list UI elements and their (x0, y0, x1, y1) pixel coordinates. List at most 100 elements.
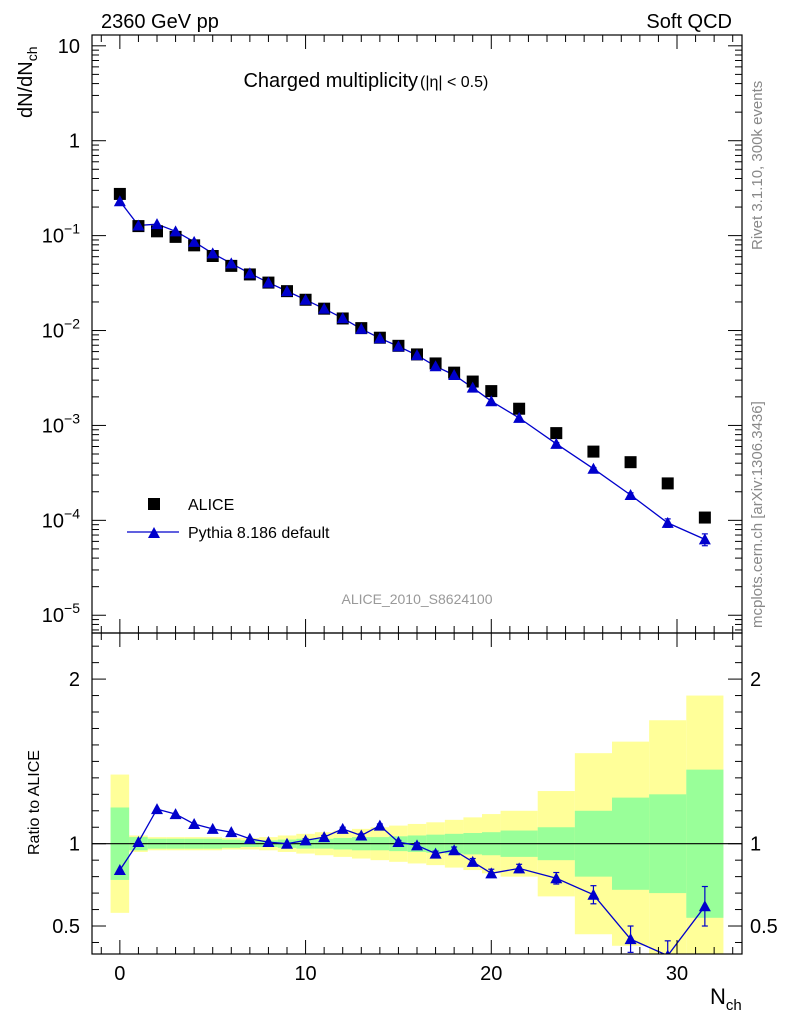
main-y-tick-label-exp: −2 (64, 316, 80, 332)
header-right-label: Soft QCD (646, 11, 732, 33)
ratio-mc-point (206, 822, 219, 834)
ratio-mc-point (299, 834, 312, 846)
main-y-tick-label-base: 10 (42, 226, 64, 248)
main-y-tick-label: 10−2 (42, 316, 80, 343)
main-y-tick-label-base: 10 (42, 321, 64, 343)
ratio-mc-point (318, 831, 331, 843)
mc-point (355, 322, 368, 334)
main-y-tick-label-base: 10 (42, 605, 64, 627)
ratio-mc-point (411, 839, 423, 851)
ratio-mc-point (113, 864, 126, 876)
ratio-mc-point (665, 949, 671, 954)
ratio-mc-point (188, 817, 201, 829)
header-left-label: 2360 GeV pp (101, 11, 219, 33)
mc-point (587, 462, 600, 474)
main-y-tick-label: 10−5 (42, 600, 80, 627)
alice-point (513, 402, 526, 415)
mc-point (448, 368, 461, 380)
main-y-label-main: dN/dN (15, 61, 37, 118)
main-y-tick-label: 10−4 (42, 505, 80, 532)
legend-data-marker (148, 498, 160, 510)
x-axis-label: Nch (710, 984, 742, 1014)
ratio-mc-point (429, 847, 442, 859)
alice-point (698, 511, 711, 524)
mc-point (188, 235, 201, 247)
mc-point (243, 267, 256, 279)
mc-point (429, 360, 442, 372)
alice-point (661, 477, 674, 490)
legend-mc-label: Pythia 8.186 default (188, 525, 330, 542)
ratio-mc-point (336, 822, 349, 834)
x-axis-label-main: N (710, 984, 726, 1009)
ratio-mc-point (448, 844, 461, 856)
main-y-tick-label-exp: −4 (64, 505, 80, 521)
mc-point (373, 332, 386, 344)
ratio-mc-point (587, 888, 600, 900)
ratio-y-tick-label-right: 2 (750, 669, 761, 691)
main-y-tick-label-exp: −1 (64, 221, 80, 237)
mc-point (336, 312, 349, 324)
ratio-mc-point (262, 836, 275, 848)
ratio-mc-point (373, 819, 386, 831)
ratio-mc-point (243, 832, 256, 844)
mc-point (169, 225, 182, 237)
mc-point (550, 437, 563, 449)
alice-point (587, 445, 600, 458)
ratio-mc-point (485, 867, 498, 879)
mc-point (624, 488, 637, 500)
mc-point (392, 340, 405, 352)
mc-point (225, 257, 238, 269)
main-y-tick-label-exp: −5 (64, 600, 80, 616)
ratio-y-tick-label-left: 2 (69, 669, 80, 691)
ratio-y-label: Ratio to ALICE (26, 750, 43, 855)
ratio-mc-point (392, 836, 405, 848)
alice-point (624, 456, 637, 469)
mc-point (206, 247, 219, 259)
mc-point (132, 219, 145, 231)
mc-point (113, 195, 126, 207)
ratio-mc-point (225, 826, 238, 838)
ratio-mc-point (698, 900, 711, 912)
alice-point (550, 427, 563, 440)
mc-point (698, 533, 711, 545)
x-tick-label: 10 (294, 963, 316, 985)
main-frame (91, 34, 743, 634)
mc-point (411, 349, 423, 361)
main-y-tick-label: 10−1 (42, 221, 80, 248)
mc-point (318, 302, 331, 314)
ratio-mc-point (624, 933, 637, 945)
alice-point (113, 187, 126, 200)
mc-point (262, 276, 275, 288)
mc-point (513, 411, 526, 423)
ratio-y-tick-label-right: 1 (750, 834, 761, 856)
x-tick-label: 20 (480, 963, 502, 985)
ratio-mc-point (132, 836, 145, 848)
ratio-mc-point (355, 829, 368, 841)
main-x-ticks (100, 35, 734, 633)
mc-point (299, 293, 312, 305)
ratio-mc-point (550, 872, 563, 884)
main-y-label: dN/dNch (15, 47, 40, 119)
main-y-label-sub: ch (24, 47, 40, 62)
x-tick-label: 0 (114, 963, 125, 985)
mc-point (466, 381, 479, 393)
chart-title-suffix: (|η| < 0.5) (420, 74, 488, 91)
ratio-y-axis: 0.5 0.5 1 1 2 2 (52, 645, 778, 943)
main-y-tick-label-base: 10 (42, 510, 64, 532)
main-y-tick-label-exp: −3 (64, 410, 80, 426)
ratio-y-tick-label-left: 1 (69, 834, 80, 856)
ratio-series-layer (113, 803, 711, 954)
mc-point (151, 218, 163, 230)
rivet-version-label: Rivet 3.1.10, 300k events (749, 81, 766, 250)
legend: ALICE Pythia 8.186 default (127, 497, 330, 542)
mcplots-label: mcplots.cern.ch [arXiv:1306.3436] (749, 401, 766, 628)
ratio-mc-point (169, 808, 182, 820)
main-series-layer (113, 187, 711, 547)
x-tick-label: 30 (666, 963, 688, 985)
x-axis-label-sub: ch (726, 997, 742, 1014)
main-y-label-text: dN/dNch (15, 47, 40, 119)
